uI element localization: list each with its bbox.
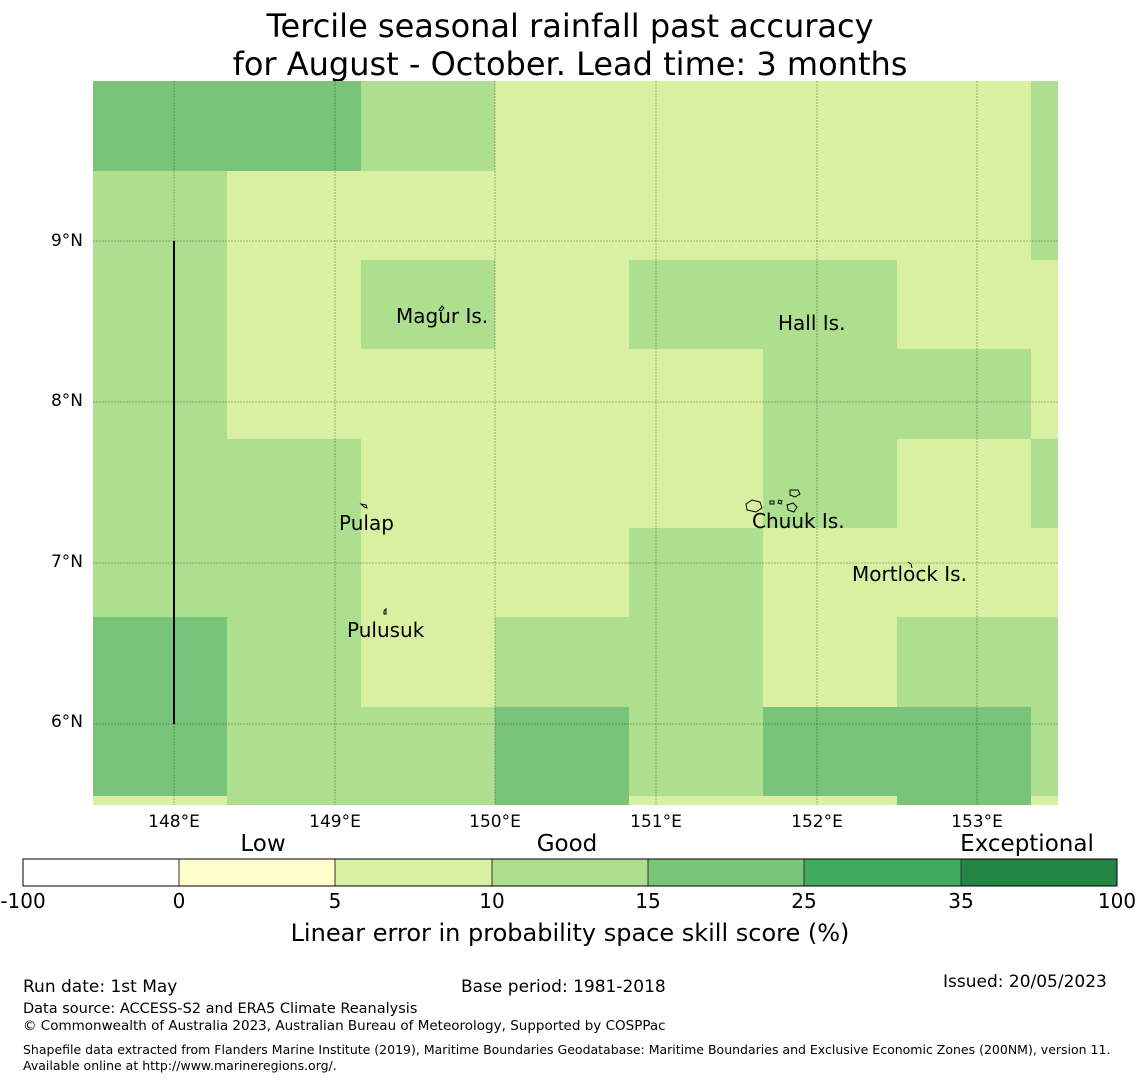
colorbar-bar [22,858,1118,887]
skill-cell [1031,439,1058,528]
lon-tick-149e: 149°E [309,812,361,832]
colorbar-segment [22,858,180,887]
place-label-chuuk: Chuuk Is. [752,509,845,533]
skill-cell [763,349,1031,439]
lat-tick-6n: 6°N [50,712,83,732]
issued-date: Issued: 20/05/2023 [943,972,1107,992]
place-label-pulap: Pulap [339,511,394,535]
colorbar-title: Linear error in probability space skill … [290,919,850,947]
lon-tick-150e: 150°E [469,812,521,832]
skill-cell [361,81,495,171]
lon-tick-148e: 148°E [148,812,200,832]
skill-cell [93,81,361,171]
skill-cell [361,260,495,349]
colorbar-category-good: Good [536,831,598,857]
colorbar-tick: 5 [328,889,342,913]
graticule [93,81,1058,805]
lon-tick-152e: 152°E [791,812,843,832]
skill-cell [227,796,495,805]
skill-cell [897,796,1031,805]
skill-cell [227,439,361,707]
map-title-line1: Tercile seasonal rainfall past accuracy [266,7,874,45]
data-source: Data source: ACCESS-S2 and ERA5 Climate … [23,1001,418,1017]
run-date: Run date: 1st May [23,977,178,997]
island-chuuk-islet [777,499,783,505]
base-period: Base period: 1981-2018 [461,977,666,997]
colorbar-segment [960,858,1118,887]
colorbar-tick: 0 [172,889,186,913]
skill-cell [227,707,495,796]
colorbar-category-exceptional: Exceptional [960,831,1094,857]
skill-cell [629,528,763,796]
colorbar-tick: 10 [479,889,505,913]
lat-tick-8n: 8°N [50,391,83,411]
skill-cell [1031,81,1058,260]
map-title-line2: for August - October. Lead time: 3 month… [232,45,908,83]
island-pulusuk [383,607,387,615]
island-chuuk-small [769,500,775,505]
skill-cell [93,617,227,796]
skill-cell [1031,707,1058,796]
place-label-magur: Magur Is. [396,304,489,328]
lat-tick-9n: 9°N [50,231,83,251]
colorbar-tick: 15 [635,889,661,913]
place-label-pulusuk: Pulusuk [347,618,425,642]
island-magur [438,305,445,312]
colorbar-tick: 25 [791,889,817,913]
place-label-hall: Hall Is. [778,311,846,335]
copyright: © Commonwealth of Australia 2023, Austra… [23,1018,666,1034]
skill-cell [495,617,629,707]
colorbar-segment [334,858,493,887]
skill-cell [763,439,897,528]
island-mortlock [907,561,913,569]
colorbar-segment [803,858,962,887]
colorbar-segment [178,858,336,887]
colorbar-segment [491,858,649,887]
shapefile-credit: Shapefile data extracted from Flanders M… [23,1042,1111,1073]
colorbar-tick: 35 [948,889,974,913]
island-chuuk-north [789,489,801,498]
colorbar-tick: -100 [0,889,46,913]
colorbar-outline [22,858,1118,887]
colorbar-segment [647,858,805,887]
island-outlines [359,305,913,615]
skill-cell [763,707,1031,796]
island-pulap [359,503,368,509]
skill-cell [629,260,897,349]
skill-cell [495,707,629,805]
lon-tick-153e: 153°E [951,812,1003,832]
colorbar-tick: 100 [1097,889,1137,913]
skill-cell [93,171,227,617]
skill-cell [897,617,1058,707]
island-chuuk-east [786,502,798,513]
lon-tick-151e: 151°E [630,812,682,832]
island-chuuk-west [745,499,763,513]
colorbar-category-low: Low [240,831,286,857]
place-label-mortlock: Mortlock Is. [852,562,967,586]
lat-tick-7n: 7°N [50,552,83,572]
skill-grid [93,81,1058,805]
